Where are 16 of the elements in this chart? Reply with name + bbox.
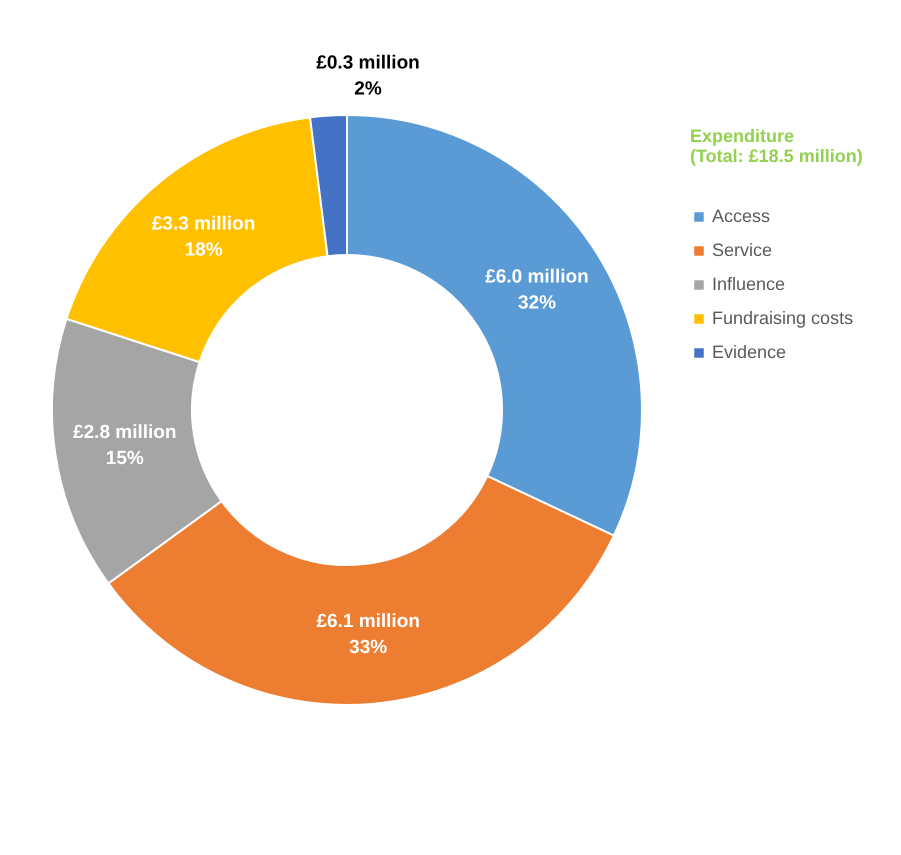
data-label: 2% [354,78,382,100]
text: £2.8 million [73,422,177,444]
legend-label: Access [712,206,770,226]
text: £6.0 million [485,266,589,288]
legend-label: Service [712,240,772,260]
legend-title: Expenditure (Total: £18.5 million) [690,126,863,166]
text: £6.1 million [316,611,420,632]
data-label: 32% [518,292,556,314]
legend-label: Influence [712,274,786,294]
legend-label: Fundraising costs [712,308,854,328]
legend-label: Evidence [712,342,786,362]
text: £3.3 million [152,214,256,235]
data-label: 33% [349,637,388,658]
data-label: 15% [106,448,144,470]
data-label: 18% [184,240,223,261]
text: £0.3 million [316,52,420,74]
